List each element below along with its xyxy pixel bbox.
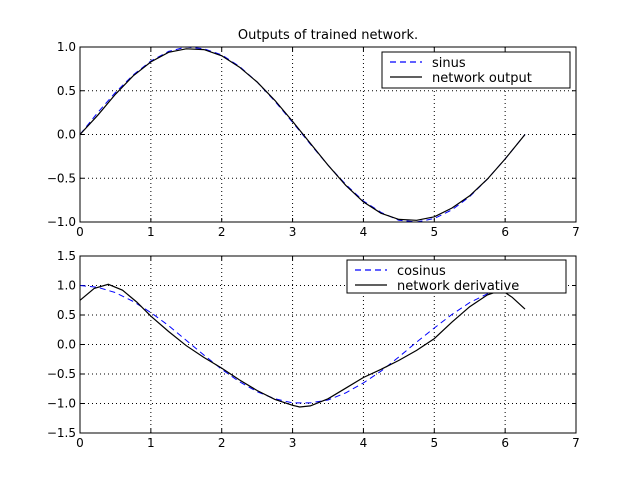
y-tick-label: 0.5 bbox=[57, 84, 76, 98]
x-tick-label: 5 bbox=[430, 436, 438, 450]
series-line-1 bbox=[79, 48, 526, 221]
x-tick-label: 6 bbox=[501, 225, 509, 239]
x-tick-label: 6 bbox=[501, 436, 509, 450]
x-tick-label: 7 bbox=[572, 436, 580, 450]
legend-label-1: network output bbox=[432, 71, 532, 86]
x-tick-label: 2 bbox=[218, 225, 226, 239]
x-tick-label: 5 bbox=[430, 225, 438, 239]
x-tick-label: 4 bbox=[360, 225, 368, 239]
x-tick-label: 7 bbox=[572, 225, 580, 239]
y-tick-label: −1.0 bbox=[47, 397, 76, 411]
y-tick-label: 1.0 bbox=[57, 279, 76, 293]
series-line-1 bbox=[79, 283, 526, 408]
legend-label-0: cosinus bbox=[397, 264, 446, 279]
series-line-0 bbox=[79, 46, 526, 223]
axes-frame bbox=[79, 46, 577, 223]
legend-label-1: network derivative bbox=[397, 279, 519, 294]
y-tick-label: 0.0 bbox=[57, 128, 76, 142]
x-tick-label: 0 bbox=[76, 436, 84, 450]
top-chart: Outputs of trained network. 0 1 2 3 4 5 6 7 1.0 0.… bbox=[47, 28, 580, 239]
y-tick-label: −1.0 bbox=[47, 215, 76, 229]
legend-box bbox=[381, 51, 571, 89]
x-tick-label: 0 bbox=[76, 225, 84, 239]
bottom-chart: 0 1 2 3 4 5 6 7 1.5 1.0 0.5 0.0 −0.5 −1.0 −1.5 cosinusn… bbox=[47, 249, 580, 450]
series-line-0 bbox=[79, 285, 526, 404]
y-tick-label: 1.0 bbox=[57, 40, 76, 54]
chart-title: Outputs of trained network. bbox=[238, 28, 418, 43]
legend-box bbox=[346, 259, 567, 294]
x-tick-label: 4 bbox=[360, 436, 368, 450]
y-tick-label: 0.0 bbox=[57, 338, 76, 352]
y-tick-label: 1.5 bbox=[57, 249, 76, 263]
axes-frame bbox=[79, 255, 577, 434]
x-tick-label: 2 bbox=[218, 436, 226, 450]
legend-label-0: sinus bbox=[432, 56, 466, 71]
x-tick-label: 1 bbox=[147, 225, 155, 239]
y-tick-label: −1.5 bbox=[47, 426, 76, 440]
x-tick-label: 3 bbox=[289, 225, 297, 239]
y-tick-label: −0.5 bbox=[47, 171, 76, 185]
x-tick-label: 1 bbox=[147, 436, 155, 450]
y-tick-label: −0.5 bbox=[47, 367, 76, 381]
x-tick-label: 3 bbox=[289, 436, 297, 450]
y-tick-label: 0.5 bbox=[57, 308, 76, 322]
